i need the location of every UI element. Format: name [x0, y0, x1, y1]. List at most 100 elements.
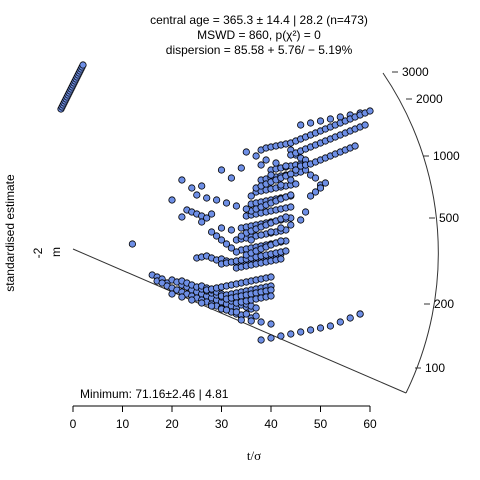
data-point [232, 202, 240, 210]
data-point [208, 302, 216, 310]
data-point [292, 180, 300, 188]
data-point [252, 312, 260, 320]
radial-ticks: 100 200 500 1000 2000 3000 [392, 65, 460, 375]
data-point [222, 306, 231, 314]
data-point [247, 317, 255, 325]
data-point [361, 121, 369, 129]
data-point [316, 324, 325, 332]
data-point [277, 224, 285, 232]
data-points [57, 61, 374, 344]
data-point [336, 318, 344, 326]
data-point [267, 273, 275, 281]
data-point [257, 336, 265, 344]
data-point [168, 196, 176, 204]
x-axis-ticks: 0 10 20 30 40 50 60 [70, 406, 377, 431]
data-point [237, 316, 245, 324]
data-point [287, 221, 295, 229]
data-point [366, 107, 374, 115]
x-tick-label: 10 [116, 417, 130, 431]
data-point [178, 293, 186, 301]
data-point [277, 181, 285, 189]
data-point [267, 228, 275, 236]
data-point [267, 334, 275, 342]
data-point [252, 304, 260, 312]
data-point [277, 332, 285, 340]
data-point [267, 292, 275, 300]
data-point [326, 322, 334, 330]
data-point [262, 156, 270, 164]
data-point [208, 228, 216, 236]
data-point [227, 226, 235, 234]
data-point [287, 203, 295, 211]
data-point [301, 208, 310, 216]
x-tick-label: 20 [165, 417, 179, 431]
radial-tick-label: 3000 [402, 65, 429, 79]
title-line-1: central age = 365.3 ± 14.4 | 28.2 (n=473… [150, 13, 368, 27]
data-point [287, 191, 295, 199]
data-point [213, 196, 221, 204]
data-point [193, 191, 201, 199]
x-tick-label: 0 [70, 417, 77, 431]
data-point [311, 188, 320, 196]
data-point [257, 231, 265, 239]
data-point [203, 194, 211, 202]
data-point [217, 166, 226, 174]
radial-tick-label: 200 [434, 297, 454, 311]
data-point [79, 61, 87, 69]
data-point [188, 296, 196, 304]
data-point [287, 330, 295, 338]
data-point [346, 314, 354, 322]
x-tick-label: 50 [314, 417, 328, 431]
data-point [198, 182, 206, 190]
data-point [222, 240, 231, 248]
data-point [237, 232, 245, 240]
radial-arc [382, 72, 439, 394]
data-point [247, 236, 255, 244]
data-point [242, 148, 250, 156]
data-point [168, 290, 176, 298]
x-tick-label: 40 [264, 417, 278, 431]
minimum-label: Minimum: 71.16±2.46 | 4.81 [80, 387, 229, 401]
data-point [297, 328, 305, 336]
data-point [252, 152, 260, 160]
data-point [178, 176, 186, 184]
data-point [188, 184, 196, 192]
data-point [242, 310, 250, 318]
data-point [297, 216, 305, 224]
data-point [277, 255, 285, 263]
data-point [267, 320, 275, 328]
data-point [356, 310, 364, 318]
data-point [227, 244, 235, 252]
data-point [267, 286, 275, 294]
radial-tick-label: 100 [425, 361, 445, 375]
z-tick-label: -2 [31, 247, 45, 258]
data-point [198, 218, 206, 226]
data-point [326, 115, 334, 123]
data-point [232, 308, 240, 316]
data-point [316, 184, 325, 192]
y-axis-label: standardised estimate [3, 174, 17, 292]
data-point [311, 174, 320, 182]
data-point [277, 237, 285, 245]
data-point [232, 248, 240, 256]
data-point [198, 299, 206, 307]
x-axis-label: t/σ [247, 448, 261, 463]
data-point [287, 176, 295, 184]
title-line-2: MSWD = 860, p(χ²) = 0 [197, 28, 321, 42]
data-point [237, 164, 245, 172]
data-point [316, 117, 325, 125]
x-tick-label: 30 [215, 417, 229, 431]
data-point [267, 171, 275, 179]
radial-tick-label: 1000 [433, 149, 460, 163]
data-point [306, 192, 315, 200]
data-point [242, 205, 250, 213]
title-line-3: dispersion = 85.58 + 5.76/ − 5.19% [166, 43, 353, 57]
data-point [203, 214, 211, 222]
data-point [208, 210, 216, 218]
data-point [247, 192, 255, 200]
z-axis-symbol: m [49, 247, 63, 257]
chart-title: central age = 365.3 ± 14.4 | 28.2 (n=473… [150, 13, 368, 57]
data-point [128, 240, 136, 248]
data-point [282, 213, 290, 221]
